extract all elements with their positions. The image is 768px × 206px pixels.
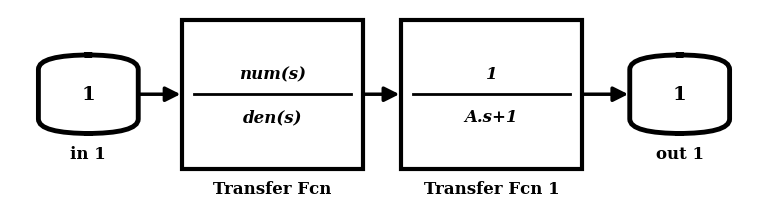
Text: 1: 1 — [673, 86, 687, 104]
Text: Transfer Fcn: Transfer Fcn — [214, 180, 332, 197]
Text: 1: 1 — [485, 66, 498, 83]
Text: num(s): num(s) — [239, 66, 306, 83]
FancyBboxPatch shape — [401, 21, 582, 169]
FancyBboxPatch shape — [630, 56, 730, 134]
Text: out 1: out 1 — [656, 145, 703, 162]
Text: A.s+1: A.s+1 — [465, 109, 518, 126]
Text: in 1: in 1 — [71, 145, 106, 162]
FancyBboxPatch shape — [38, 56, 138, 134]
FancyBboxPatch shape — [182, 21, 362, 169]
Text: 1: 1 — [81, 86, 95, 104]
Text: Transfer Fcn 1: Transfer Fcn 1 — [424, 180, 559, 197]
Text: den(s): den(s) — [243, 109, 303, 126]
